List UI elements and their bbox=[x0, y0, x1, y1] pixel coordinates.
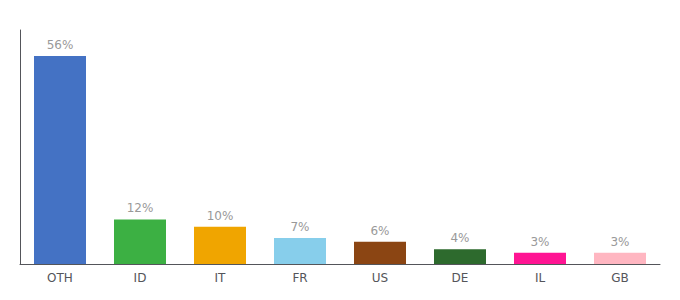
svg-text:FR: FR bbox=[292, 271, 307, 285]
svg-text:6%: 6% bbox=[370, 224, 389, 238]
svg-text:GB: GB bbox=[611, 271, 629, 285]
svg-text:US: US bbox=[372, 271, 388, 285]
svg-text:7%: 7% bbox=[290, 220, 309, 234]
svg-text:3%: 3% bbox=[610, 235, 629, 249]
svg-text:10%: 10% bbox=[207, 209, 234, 223]
svg-text:OTH: OTH bbox=[47, 271, 73, 285]
svg-text:IL: IL bbox=[535, 271, 546, 285]
svg-text:12%: 12% bbox=[127, 201, 154, 215]
svg-text:3%: 3% bbox=[530, 235, 549, 249]
svg-text:IT: IT bbox=[215, 271, 227, 285]
svg-text:56%: 56% bbox=[47, 38, 74, 52]
svg-text:4%: 4% bbox=[450, 231, 469, 245]
svg-text:DE: DE bbox=[452, 271, 469, 285]
svg-text:ID: ID bbox=[134, 271, 147, 285]
